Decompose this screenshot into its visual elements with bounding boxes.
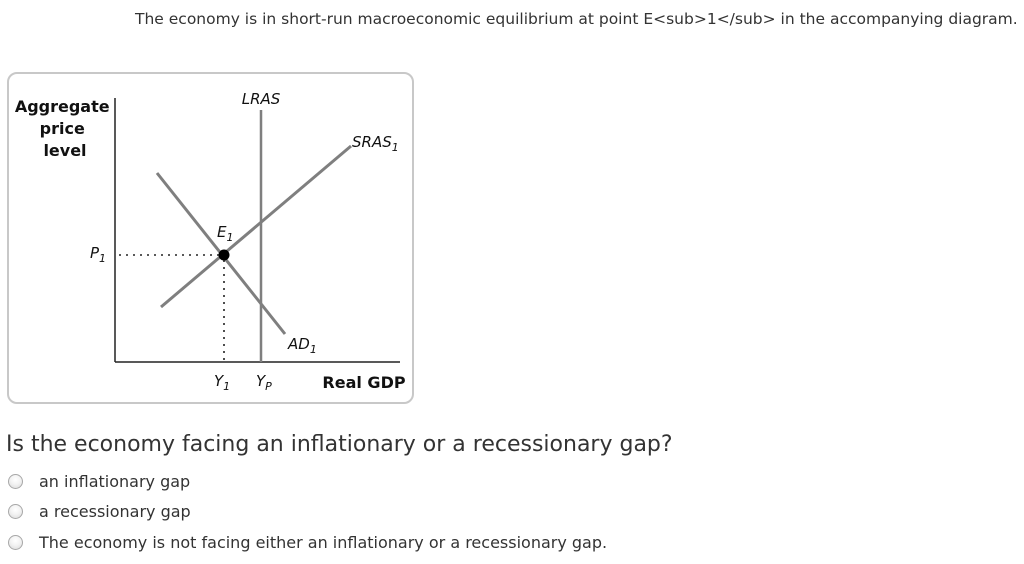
y1-label: Y1 [214, 372, 230, 393]
ad-label-sub: 1 [310, 343, 317, 356]
y-axis-label-line-2: price [40, 119, 85, 138]
ad-as-diagram: Aggregate price level LRAS SRAS1 AD1 E1 [7, 72, 414, 404]
e1-label-sub: 1 [226, 231, 233, 244]
radio-button[interactable] [8, 504, 23, 520]
option-label: The economy is not facing either an infl… [39, 532, 608, 552]
option-recessionary-gap[interactable]: a recessionary gap [6, 497, 607, 528]
radio-button[interactable] [8, 534, 23, 550]
yp-label: YP [256, 372, 272, 393]
option-label: an inflationary gap [39, 471, 191, 491]
y-axis-label: Aggregate price level [15, 97, 115, 160]
y-axis-label-line-1: Aggregate [15, 97, 110, 116]
p1-label-base: P [90, 244, 100, 262]
yp-label-sub: P [265, 380, 272, 393]
option-label: a recessionary gap [39, 502, 191, 522]
option-no-gap[interactable]: The economy is not facing either an infl… [6, 527, 607, 558]
radio-button[interactable] [8, 473, 23, 489]
e1-label-base: E [217, 223, 227, 241]
y1-label-sub: 1 [223, 380, 230, 393]
intro-text: The economy is in short-run macroeconomi… [135, 10, 1018, 28]
equilibrium-point-e1 [218, 249, 230, 261]
answer-options: an inflationary gap a recessionary gap T… [6, 466, 607, 558]
sras-label-base: SRAS [352, 133, 392, 151]
option-inflationary-gap[interactable]: an inflationary gap [6, 466, 607, 497]
x-axis-label: Real GDP [322, 373, 405, 392]
ad-label: AD1 [287, 335, 317, 356]
sras-curve [160, 144, 352, 309]
sras-label: SRAS1 [352, 133, 399, 154]
p1-label-sub: 1 [99, 252, 106, 265]
e1-label: E1 [217, 223, 233, 244]
sras-label-sub: 1 [392, 141, 399, 154]
y-axis-label-line-3: level [43, 141, 86, 160]
ad-label-base: AD [287, 335, 310, 353]
diagram-canvas: Aggregate price level LRAS SRAS1 AD1 E1 [15, 90, 406, 393]
y1-label-base: Y [214, 372, 225, 390]
lras-label: LRAS [242, 90, 281, 108]
question-text: Is the economy facing an inflationary or… [6, 432, 673, 457]
p1-label: P1 [90, 244, 106, 265]
yp-label-base: Y [256, 372, 267, 390]
